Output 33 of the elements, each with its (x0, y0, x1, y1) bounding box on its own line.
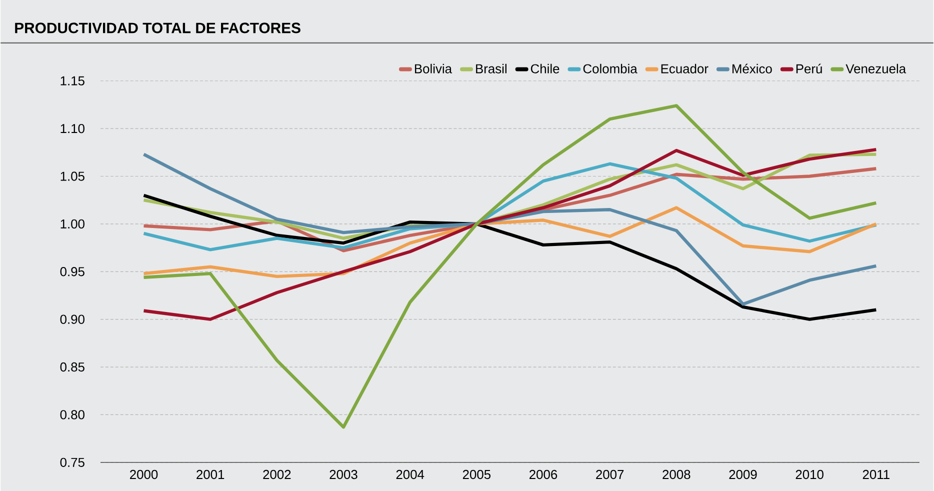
x-tick-label: 2006 (530, 470, 558, 479)
legend-label: Chile (530, 64, 560, 74)
x-tick-label: 2000 (130, 470, 158, 479)
x-tick-label: 2011 (862, 470, 890, 479)
legend-label: Venezuela (846, 64, 906, 74)
y-tick-label: 0.80 (60, 410, 84, 420)
legend-label: Ecuador (661, 64, 708, 74)
y-tick-label: 1.00 (60, 219, 84, 228)
y-tick-label: 1.05 (60, 172, 84, 181)
legend-label: Perú (796, 64, 822, 74)
x-tick-label: 2001 (196, 470, 224, 479)
x-tick-label: 2009 (729, 470, 757, 479)
y-tick-label: 1.10 (60, 124, 84, 133)
legend-label: Colombia (583, 64, 638, 74)
legend-label: Brasil (476, 64, 506, 74)
y-tick-label: 0.85 (60, 362, 84, 372)
y-tick-label: 0.90 (60, 314, 84, 324)
x-tick-label: 2002 (263, 470, 291, 479)
x-tick-label: 2010 (796, 470, 824, 479)
x-tick-label: 2008 (662, 470, 690, 479)
x-tick-label: 2004 (396, 470, 424, 479)
y-tick-label: 0.75 (60, 458, 84, 467)
x-tick-label: 2003 (330, 470, 358, 479)
chart-title: PRODUCTIVIDAD TOTAL DE FACTORES (15, 22, 300, 34)
legend-label: Bolivia (414, 64, 452, 74)
line-series (142, 104, 878, 429)
x-tick-label: 2007 (596, 470, 624, 479)
x-tick-label: 2005 (462, 470, 490, 479)
y-tick-label: 1.15 (60, 76, 84, 86)
y-tick-label: 0.95 (60, 266, 84, 276)
line-series (142, 206, 878, 278)
line-series (142, 194, 878, 321)
legend-label: México (732, 64, 772, 74)
